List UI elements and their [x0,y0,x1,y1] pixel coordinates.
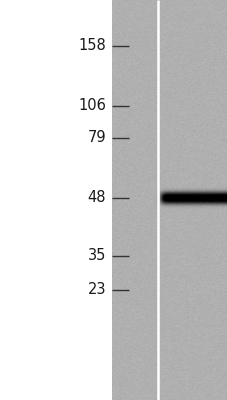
Text: 79: 79 [87,130,106,146]
Text: 23: 23 [87,282,106,298]
Text: 48: 48 [87,190,106,206]
Text: 106: 106 [78,98,106,114]
Text: 35: 35 [87,248,106,264]
Text: 158: 158 [78,38,106,54]
